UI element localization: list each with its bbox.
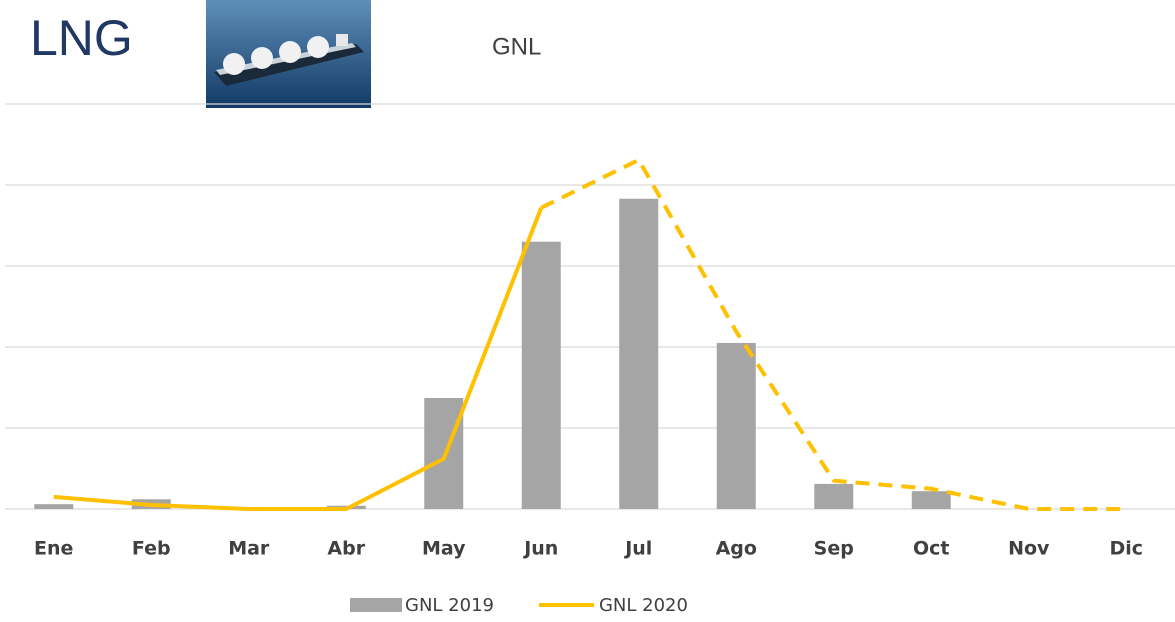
page-subtitle: GNL bbox=[492, 33, 541, 60]
legend-label: GNL 2020 bbox=[599, 595, 688, 616]
bar bbox=[814, 484, 853, 509]
x-tick-label: Ene bbox=[34, 538, 73, 560]
x-tick-label: Dic bbox=[1109, 538, 1143, 560]
x-tick-label: Feb bbox=[132, 538, 171, 560]
x-tick-label: Nov bbox=[1008, 538, 1050, 560]
bar bbox=[34, 504, 73, 509]
bar bbox=[619, 199, 658, 509]
x-tick-label: Mar bbox=[228, 538, 270, 560]
x-tick-label: May bbox=[422, 538, 466, 560]
legend-label: GNL 2019 bbox=[405, 595, 494, 616]
bar bbox=[717, 343, 756, 509]
bar bbox=[522, 242, 561, 509]
x-tick-label: Ago bbox=[716, 538, 757, 560]
legend-swatch bbox=[350, 598, 402, 612]
line bbox=[54, 208, 542, 509]
x-tick-label: Sep bbox=[814, 538, 854, 560]
ship-image bbox=[206, 0, 371, 108]
x-tick-label: Jul bbox=[623, 538, 652, 560]
x-tick-label: Jun bbox=[522, 538, 558, 560]
page-title: LNG bbox=[30, 10, 133, 66]
x-tick-label: Oct bbox=[913, 538, 950, 560]
bar bbox=[912, 491, 951, 509]
x-tick-label: Abr bbox=[327, 538, 365, 560]
page: LNG GNL Ene Feb Mar Abr May Jun Jul Ago Sep Oct No… bbox=[0, 0, 1175, 617]
